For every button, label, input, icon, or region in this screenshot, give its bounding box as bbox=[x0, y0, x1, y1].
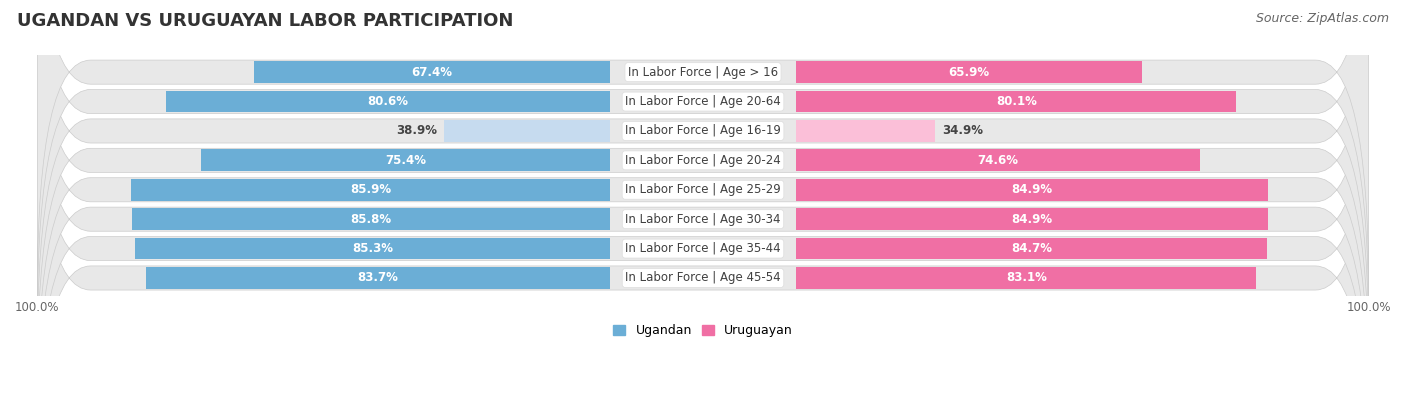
Text: In Labor Force | Age 30-34: In Labor Force | Age 30-34 bbox=[626, 213, 780, 226]
Text: 84.7%: 84.7% bbox=[1011, 242, 1052, 255]
Text: 83.1%: 83.1% bbox=[1005, 271, 1046, 284]
FancyBboxPatch shape bbox=[37, 55, 1369, 395]
FancyBboxPatch shape bbox=[37, 0, 1369, 395]
Bar bbox=[796, 179, 1268, 201]
Text: In Labor Force | Age 16-19: In Labor Force | Age 16-19 bbox=[626, 124, 780, 137]
Bar bbox=[201, 149, 610, 171]
Text: 80.6%: 80.6% bbox=[367, 95, 409, 108]
Text: In Labor Force | Age 20-24: In Labor Force | Age 20-24 bbox=[626, 154, 780, 167]
FancyBboxPatch shape bbox=[37, 0, 1369, 384]
FancyBboxPatch shape bbox=[37, 0, 1369, 354]
FancyBboxPatch shape bbox=[37, 0, 1369, 325]
Text: 85.9%: 85.9% bbox=[350, 183, 391, 196]
Text: Source: ZipAtlas.com: Source: ZipAtlas.com bbox=[1256, 12, 1389, 25]
Bar bbox=[131, 179, 610, 201]
Bar bbox=[254, 61, 610, 83]
FancyBboxPatch shape bbox=[37, 0, 1369, 395]
Text: 85.8%: 85.8% bbox=[350, 213, 391, 226]
Bar bbox=[796, 149, 1199, 171]
Bar bbox=[166, 91, 610, 113]
Text: 85.3%: 85.3% bbox=[352, 242, 392, 255]
Bar bbox=[444, 120, 610, 142]
Text: In Labor Force | Age 25-29: In Labor Force | Age 25-29 bbox=[626, 183, 780, 196]
FancyBboxPatch shape bbox=[37, 0, 1369, 295]
Text: In Labor Force | Age > 16: In Labor Force | Age > 16 bbox=[628, 66, 778, 79]
Bar bbox=[796, 238, 1267, 260]
Text: 83.7%: 83.7% bbox=[357, 271, 398, 284]
Bar bbox=[796, 267, 1256, 289]
Text: 65.9%: 65.9% bbox=[949, 66, 990, 79]
Text: 84.9%: 84.9% bbox=[1012, 213, 1053, 226]
Text: UGANDAN VS URUGUAYAN LABOR PARTICIPATION: UGANDAN VS URUGUAYAN LABOR PARTICIPATION bbox=[17, 12, 513, 30]
FancyBboxPatch shape bbox=[37, 25, 1369, 395]
Bar bbox=[146, 267, 610, 289]
Legend: Ugandan, Uruguayan: Ugandan, Uruguayan bbox=[607, 320, 799, 342]
Bar bbox=[796, 208, 1268, 230]
Text: 74.6%: 74.6% bbox=[977, 154, 1018, 167]
Bar bbox=[796, 120, 935, 142]
Text: 38.9%: 38.9% bbox=[396, 124, 437, 137]
Bar bbox=[796, 91, 1236, 113]
Bar bbox=[135, 238, 610, 260]
Bar bbox=[796, 61, 1142, 83]
Bar bbox=[132, 208, 610, 230]
Text: 34.9%: 34.9% bbox=[942, 124, 983, 137]
Text: 75.4%: 75.4% bbox=[385, 154, 426, 167]
Text: In Labor Force | Age 45-54: In Labor Force | Age 45-54 bbox=[626, 271, 780, 284]
Text: 80.1%: 80.1% bbox=[995, 95, 1036, 108]
Text: 84.9%: 84.9% bbox=[1012, 183, 1053, 196]
Text: In Labor Force | Age 35-44: In Labor Force | Age 35-44 bbox=[626, 242, 780, 255]
Text: In Labor Force | Age 20-64: In Labor Force | Age 20-64 bbox=[626, 95, 780, 108]
Text: 67.4%: 67.4% bbox=[412, 66, 453, 79]
